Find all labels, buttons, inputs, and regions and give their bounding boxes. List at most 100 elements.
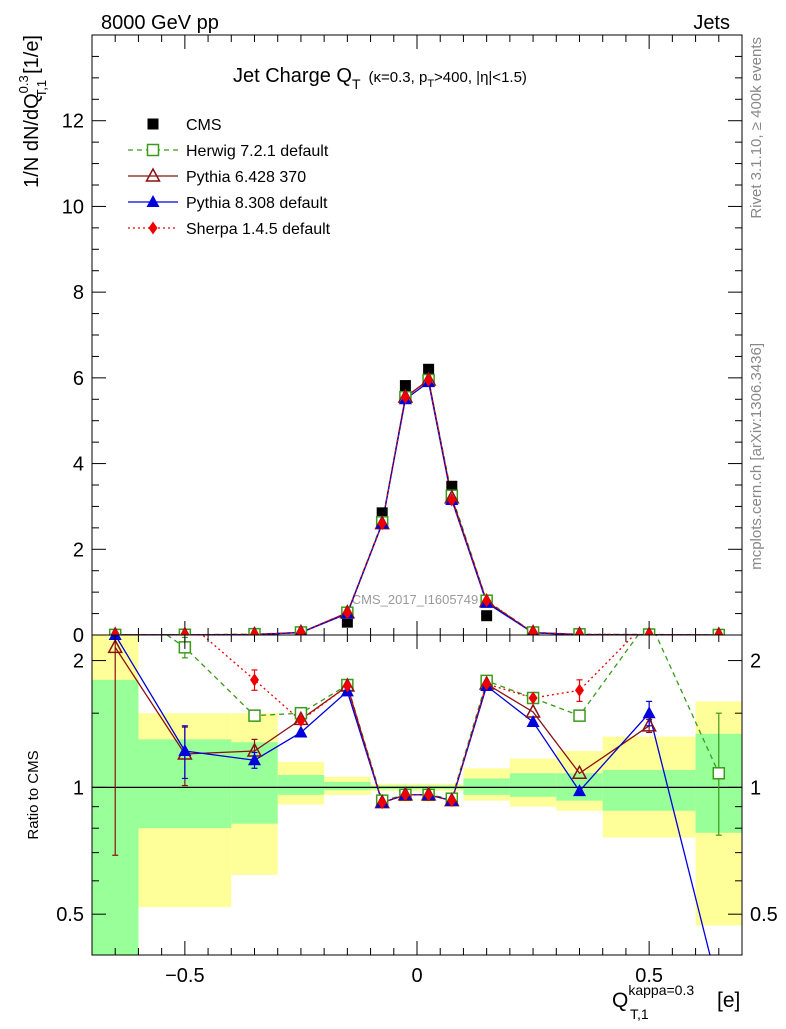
ylabel-sup: 0.3 xyxy=(16,75,31,93)
main-point-cms xyxy=(376,507,388,519)
main-y-tick-label: 10 xyxy=(62,196,84,218)
ratio-point-sherpa xyxy=(482,677,492,691)
ratio-y-tick-label-right: 2 xyxy=(750,651,761,673)
ratio-x-tick-label: 0 xyxy=(411,965,422,987)
title-sub: T xyxy=(352,76,361,92)
ratio-y-tick-label-left: 1 xyxy=(73,777,84,799)
x-axis-label: Qkappa=0.3 T,1 [e] xyxy=(612,982,740,1022)
main-line-pythia8 xyxy=(115,381,719,635)
main-point-sherpa xyxy=(575,627,584,635)
ratio-x-tick-label: 0.5 xyxy=(635,965,663,987)
ratio-point-pythia8 xyxy=(642,706,656,719)
main-y-tick-labels: 0 2 4 6 8 10 12 xyxy=(62,111,84,647)
ratio-point-sherpa xyxy=(400,788,410,802)
main-point-sherpa xyxy=(528,625,538,635)
ratio-band-green xyxy=(463,778,510,795)
mcplots-label: mcplots.cern.ch [arXiv:1306.3436] xyxy=(748,343,765,570)
main-point-sherpa xyxy=(714,628,724,635)
title-cond: (κ=0.3, p xyxy=(369,69,428,86)
xlabel-unit: [e] xyxy=(717,989,740,1012)
main-series-layer xyxy=(108,363,726,635)
main-point-sherpa xyxy=(377,517,387,531)
main-point-sherpa xyxy=(110,628,120,635)
main-y-tick-label: 8 xyxy=(73,282,84,304)
ratio-point-sherpa xyxy=(575,683,584,697)
legend-marker-sherpa xyxy=(148,221,158,235)
ratio-panel: 0.5 0.5 1 1 2 2 −0.5 0 0.5 Ratio to CMS Qkappa=… xyxy=(25,634,778,1022)
ratio-point-pythia8 xyxy=(248,753,261,766)
ratio-point-pythia8 xyxy=(294,725,308,738)
header-jets: Jets xyxy=(693,12,730,34)
ratio-point-herwig xyxy=(573,709,586,722)
ratio-point-pythia8 xyxy=(526,714,540,727)
legend-label-herwig: Herwig 7.2.1 default xyxy=(186,143,329,160)
ratio-point-herwig xyxy=(248,709,261,722)
main-point-sherpa xyxy=(482,594,492,608)
title-cond-rest: >400, |η|<1.5) xyxy=(434,69,527,86)
ratio-y-tick-label-right: 0.5 xyxy=(750,904,778,926)
ratio-line-herwig xyxy=(165,635,720,802)
legend-marker-pythia6 xyxy=(145,167,161,182)
watermark: CMS_2017_I1605749 xyxy=(352,592,479,607)
legend-marker-pythia8 xyxy=(146,195,160,207)
main-point-sherpa xyxy=(296,625,306,635)
ratio-band-green xyxy=(509,773,557,797)
ratio-point-sherpa xyxy=(447,794,457,808)
main-point-cms xyxy=(446,480,458,492)
ratio-point-pythia8 xyxy=(178,743,192,756)
main-point-sherpa xyxy=(180,628,190,635)
header-energy: 8000 GeV pp xyxy=(101,12,219,34)
chart-title: Jet Charge QT (κ=0.3, pT>400, |η|<1.5) xyxy=(233,65,527,92)
main-y-tick-label: 2 xyxy=(73,539,84,561)
ratio-y-tick-label-left: 2 xyxy=(73,651,84,673)
main-point-sherpa xyxy=(250,627,259,635)
main-point-cms xyxy=(481,610,493,622)
ratio-y-axis-label: Ratio to CMS xyxy=(25,750,42,839)
main-y-tick-label: 0 xyxy=(73,625,84,647)
xlabel-sup: kappa=0.3 xyxy=(628,982,694,998)
ratio-y-tick-label-right: 1 xyxy=(750,777,761,799)
ratio-point-sherpa xyxy=(528,691,538,705)
legend-label-sherpa: Sherpa 1.4.5 default xyxy=(186,221,331,238)
ratio-y-tick-labels: 0.5 0.5 1 1 2 2 xyxy=(56,651,778,927)
ratio-band-green xyxy=(602,769,696,811)
legend-label-cms: CMS xyxy=(186,117,222,134)
legend-label-pythia6: Pythia 6.428 370 xyxy=(186,169,306,186)
main-point-sherpa xyxy=(424,373,434,387)
title-cond-sub: T xyxy=(427,78,434,90)
legend-marker-cms xyxy=(147,118,159,130)
ratio-y-tick-label-left: 0.5 xyxy=(56,904,84,926)
ylabel-main: 1/N dN/dQ xyxy=(21,93,43,187)
ratio-point-herwig xyxy=(712,767,726,780)
ylabel-sub: T,1 xyxy=(34,80,49,97)
xlabel-sub: T,1 xyxy=(630,1006,649,1022)
legend-label-pythia8: Pythia 8.308 default xyxy=(186,195,328,212)
ratio-point-pythia6 xyxy=(571,764,588,780)
main-y-axis-label: 1/N dN/dQ0.3 T,1 [1/e] xyxy=(16,35,49,188)
main-point-cms xyxy=(341,616,353,628)
xlabel-main: Q xyxy=(612,989,628,1012)
ratio-line-sherpa xyxy=(201,635,635,804)
ratio-point-sherpa xyxy=(377,796,387,810)
ratio-band-green xyxy=(277,774,325,795)
ratio-point-pythia8 xyxy=(573,784,586,797)
main-y-tick-label: 12 xyxy=(62,111,84,133)
legend-marker-herwig xyxy=(146,143,160,157)
main-point-cms xyxy=(399,380,411,392)
ylabel-unit: [1/e] xyxy=(21,35,43,74)
ratio-point-sherpa xyxy=(296,714,306,728)
ratio-point-sherpa xyxy=(342,679,352,693)
title-main: Jet Charge Q xyxy=(233,65,352,87)
main-point-cms xyxy=(423,363,435,375)
main-y-tick-label: 6 xyxy=(73,368,84,390)
ratio-point-sherpa xyxy=(250,673,259,687)
ratio-point-pythia6 xyxy=(107,638,123,654)
ratio-axis-ticks xyxy=(91,635,743,955)
main-point-sherpa xyxy=(644,628,654,635)
ratio-point-sherpa xyxy=(424,788,434,802)
ratio-band-green xyxy=(324,781,371,791)
main-point-sherpa xyxy=(342,606,352,620)
